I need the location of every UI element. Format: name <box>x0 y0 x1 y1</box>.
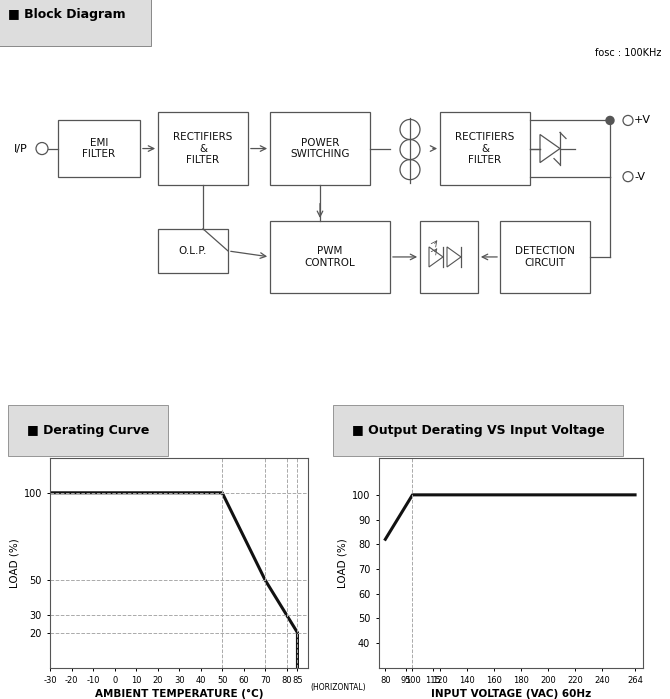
Text: -V: -V <box>634 172 645 182</box>
Text: +V: +V <box>634 115 651 125</box>
Text: EMI
FILTER: EMI FILTER <box>82 138 115 159</box>
Text: O.L.P.: O.L.P. <box>179 246 207 256</box>
Bar <box>440 113 530 185</box>
Text: fosc : 100KHz: fosc : 100KHz <box>595 48 661 58</box>
Text: DETECTION
CIRCUIT: DETECTION CIRCUIT <box>515 246 575 268</box>
Y-axis label: LOAD (%): LOAD (%) <box>338 538 348 588</box>
Y-axis label: LOAD (%): LOAD (%) <box>9 538 19 588</box>
Text: RECTIFIERS
&
FILTER: RECTIFIERS & FILTER <box>174 132 232 165</box>
Text: PWM
CONTROL: PWM CONTROL <box>305 246 355 268</box>
Circle shape <box>606 117 614 124</box>
Text: POWER
SWITCHING: POWER SWITCHING <box>290 138 350 159</box>
X-axis label: AMBIENT TEMPERATURE (°C): AMBIENT TEMPERATURE (°C) <box>95 689 263 699</box>
Polygon shape <box>540 134 560 163</box>
Text: ■ Block Diagram: ■ Block Diagram <box>8 8 126 21</box>
Text: I/P: I/P <box>14 143 27 154</box>
Bar <box>420 221 478 293</box>
Bar <box>158 229 228 273</box>
Circle shape <box>623 172 633 182</box>
X-axis label: INPUT VOLTAGE (VAC) 60Hz: INPUT VOLTAGE (VAC) 60Hz <box>431 689 591 699</box>
Bar <box>500 221 590 293</box>
Text: ■ Output Derating VS Input Voltage: ■ Output Derating VS Input Voltage <box>352 424 604 437</box>
Bar <box>270 113 370 185</box>
Text: RECTIFIERS
&
FILTER: RECTIFIERS & FILTER <box>456 132 515 165</box>
Polygon shape <box>429 247 443 267</box>
Polygon shape <box>447 247 461 267</box>
Bar <box>270 221 390 293</box>
Circle shape <box>623 115 633 125</box>
Text: (HORIZONTAL): (HORIZONTAL) <box>310 684 366 692</box>
Bar <box>158 113 248 185</box>
Circle shape <box>36 143 48 154</box>
Text: ■ Derating Curve: ■ Derating Curve <box>27 424 149 437</box>
Bar <box>58 120 140 177</box>
